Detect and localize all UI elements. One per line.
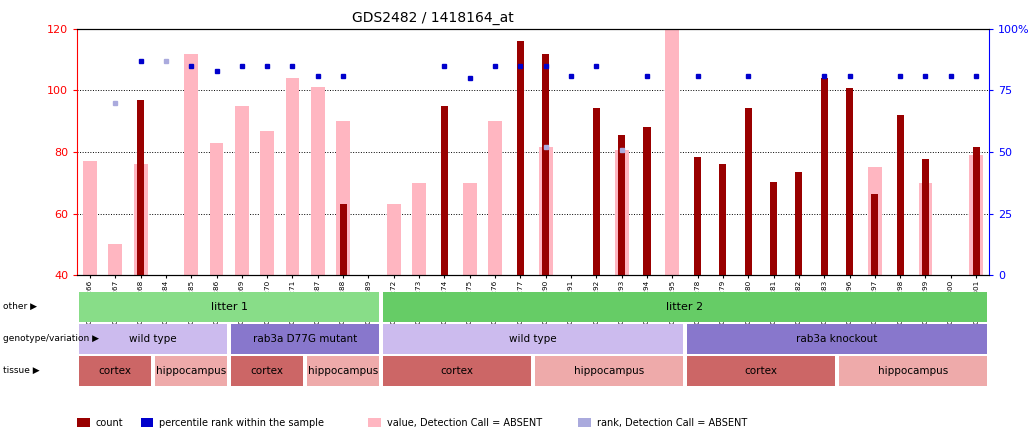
Text: cortex: cortex [441, 366, 474, 376]
Bar [261, 131, 274, 275]
Text: count: count [96, 418, 124, 428]
Bar [184, 53, 198, 275]
Text: hippocampus: hippocampus [157, 366, 227, 376]
Text: cortex: cortex [250, 366, 283, 376]
Bar [615, 150, 628, 275]
Bar [137, 100, 144, 275]
Bar [340, 204, 347, 275]
Text: hippocampus: hippocampus [878, 366, 948, 376]
Bar [517, 41, 524, 275]
Text: cortex: cortex [745, 366, 778, 376]
Bar [441, 106, 448, 275]
Text: hippocampus: hippocampus [308, 366, 378, 376]
Bar [719, 164, 726, 275]
Bar [108, 245, 123, 275]
Bar [134, 164, 147, 275]
Text: GDS2482 / 1418164_at: GDS2482 / 1418164_at [351, 11, 514, 25]
Bar [868, 167, 882, 275]
Text: rab3a D77G mutant: rab3a D77G mutant [253, 334, 357, 344]
Text: wild type: wild type [509, 334, 557, 344]
Text: wild type: wild type [130, 334, 177, 344]
Bar [336, 121, 350, 275]
Bar [593, 108, 599, 275]
Bar [795, 172, 802, 275]
Bar [770, 182, 777, 275]
Bar [665, 81, 679, 275]
Bar [969, 155, 983, 275]
Bar [644, 127, 651, 275]
Bar [83, 161, 97, 275]
Bar [745, 108, 752, 275]
Text: other ▶: other ▶ [3, 302, 37, 311]
Text: hippocampus: hippocampus [574, 366, 644, 376]
Bar [412, 183, 426, 275]
Bar [311, 87, 324, 275]
Bar [462, 183, 477, 275]
Bar [821, 78, 828, 275]
Text: cortex: cortex [99, 366, 132, 376]
Bar [539, 147, 553, 275]
Text: rank, Detection Call = ABSENT: rank, Detection Call = ABSENT [597, 418, 747, 428]
Text: percentile rank within the sample: percentile rank within the sample [159, 418, 324, 428]
Bar [285, 78, 300, 275]
Bar [922, 159, 929, 275]
Bar [665, 21, 679, 275]
Bar [488, 121, 502, 275]
Bar [846, 88, 853, 275]
Text: value, Detection Call = ABSENT: value, Detection Call = ABSENT [387, 418, 542, 428]
Text: litter 1: litter 1 [211, 302, 247, 312]
Bar [919, 183, 932, 275]
Bar [694, 157, 701, 275]
Bar [235, 106, 249, 275]
Text: litter 2: litter 2 [666, 302, 703, 312]
Bar [897, 115, 903, 275]
Bar [387, 204, 401, 275]
Bar [972, 147, 980, 275]
Bar [618, 135, 625, 275]
Bar [871, 194, 879, 275]
Bar [209, 143, 224, 275]
Text: tissue ▶: tissue ▶ [3, 366, 40, 375]
Text: rab3a knockout: rab3a knockout [796, 334, 878, 344]
Bar [542, 53, 549, 275]
Text: genotype/variation ▶: genotype/variation ▶ [3, 334, 99, 343]
